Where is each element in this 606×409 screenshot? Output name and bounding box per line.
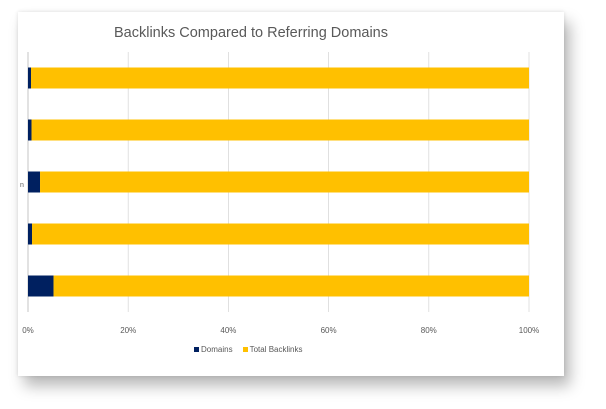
bar-domains bbox=[28, 223, 33, 245]
chart-title: Backlinks Compared to Referring Domains bbox=[114, 25, 388, 41]
legend-item-total-backlinks: Total Backlinks bbox=[242, 345, 303, 354]
bar-total-backlinks bbox=[40, 171, 530, 193]
legend-swatch-total-backlinks bbox=[242, 347, 248, 352]
bar-domains bbox=[28, 275, 54, 297]
legend-swatch-domains bbox=[194, 347, 199, 352]
bar-total-backlinks bbox=[31, 119, 530, 141]
x-tick-label: 60% bbox=[321, 326, 337, 335]
chart-legend: Domains Total Backlinks bbox=[194, 345, 303, 354]
legend-label-total-backlinks: Total Backlinks bbox=[249, 345, 303, 354]
legend-item-domains: Domains bbox=[194, 345, 233, 354]
bar-total-backlinks bbox=[32, 223, 530, 245]
category-label-fragment: n bbox=[20, 182, 24, 189]
x-tick-label: 40% bbox=[220, 326, 236, 335]
bar-total-backlinks bbox=[31, 67, 529, 89]
x-tick-label: 80% bbox=[421, 326, 437, 335]
bar-total-backlinks bbox=[53, 275, 530, 297]
bar-domains bbox=[28, 67, 32, 89]
bar-domains bbox=[28, 119, 32, 141]
x-tick-label: 100% bbox=[519, 326, 539, 335]
x-tick-label: 20% bbox=[120, 326, 136, 335]
legend-label-domains: Domains bbox=[201, 345, 233, 354]
bar-domains bbox=[28, 171, 41, 193]
x-tick-label: 0% bbox=[22, 326, 34, 335]
